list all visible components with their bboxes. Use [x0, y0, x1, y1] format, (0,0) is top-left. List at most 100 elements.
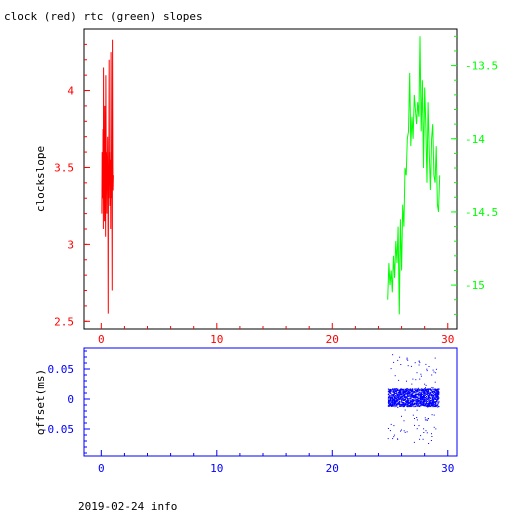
- offset-point: [424, 392, 426, 394]
- offset-point: [429, 392, 431, 394]
- offset-point: [437, 398, 439, 400]
- top-y-axis-label: clockslope: [34, 146, 47, 212]
- offset-point: [435, 401, 437, 403]
- offset-point: [418, 392, 420, 394]
- offset-point: [389, 401, 391, 403]
- offset-point: [396, 388, 398, 390]
- offset-point: [427, 419, 428, 421]
- offset-point: [392, 392, 394, 393]
- offset-point: [392, 405, 394, 407]
- offset-point: [406, 388, 408, 390]
- offset-point: [389, 390, 391, 392]
- offset-point: [430, 440, 432, 441]
- offset-point: [419, 403, 421, 405]
- offset-point: [407, 393, 409, 395]
- offset-point: [391, 406, 393, 407]
- offset-point: [434, 405, 436, 407]
- bottom-y-tick-label: 0: [67, 393, 74, 406]
- offset-point: [426, 402, 428, 404]
- offset-point: [416, 388, 418, 390]
- offset-point: [410, 395, 412, 396]
- offset-point: [436, 394, 438, 396]
- offset-point: [431, 398, 433, 400]
- top-x-axis-ticks: 0 10 20 30: [98, 323, 454, 346]
- offset-point: [431, 394, 433, 396]
- offset-point: [426, 370, 428, 372]
- offset-point: [418, 401, 420, 403]
- offset-point: [435, 403, 437, 405]
- offset-point: [416, 400, 418, 402]
- offset-point: [414, 391, 416, 393]
- offset-point: [393, 402, 395, 404]
- offset-point: [406, 431, 408, 433]
- offset-point: [422, 399, 424, 401]
- offset-point: [400, 390, 402, 392]
- offset-point: [420, 389, 422, 391]
- offset-point: [435, 395, 437, 397]
- offset-point: [431, 414, 433, 416]
- offset-point: [425, 419, 427, 421]
- offset-point: [423, 390, 425, 392]
- offset-point: [417, 399, 419, 401]
- offset-point: [427, 404, 429, 406]
- bottom-x-tick-label: 30: [441, 462, 454, 475]
- offset-point: [399, 397, 401, 399]
- offset-point: [415, 397, 417, 399]
- offset-point: [418, 425, 420, 427]
- offset-point: [419, 398, 421, 400]
- offset-point: [398, 394, 400, 396]
- offset-point: [424, 399, 425, 401]
- offset-point: [433, 399, 435, 401]
- offset-point: [389, 398, 391, 400]
- offset-point: [431, 392, 433, 394]
- offset-point: [399, 396, 401, 398]
- offset-point: [402, 388, 404, 390]
- offset-point: [396, 394, 398, 396]
- offset-point: [430, 404, 432, 405]
- offset-point: [437, 394, 439, 396]
- offset-point: [410, 401, 412, 403]
- offset-point: [399, 356, 401, 358]
- offset-point: [394, 398, 396, 400]
- offset-point: [393, 400, 394, 402]
- offset-point: [397, 389, 399, 391]
- bottom-plot-frame: [83, 347, 458, 457]
- offset-point: [404, 388, 406, 390]
- offset-point: [391, 405, 393, 407]
- offset-point: [394, 392, 395, 394]
- offset-point: [407, 406, 409, 408]
- offset-point: [433, 393, 435, 394]
- offset-point: [413, 402, 415, 404]
- offset-point: [391, 397, 393, 399]
- offset-point: [428, 389, 429, 391]
- offset-point: [423, 432, 425, 433]
- offset-point: [390, 402, 392, 404]
- offset-point: [403, 394, 405, 396]
- offset-point: [433, 396, 435, 398]
- offset-point: [406, 380, 407, 382]
- top-left-axis-ticks: 2.5 3 3.5 4: [54, 43, 90, 328]
- offset-point: [427, 398, 429, 400]
- offset-point: [400, 403, 402, 405]
- offset-point: [425, 397, 426, 398]
- offset-point: [431, 401, 433, 403]
- offset-point: [424, 401, 426, 403]
- offset-point: [410, 390, 412, 391]
- offset-point: [389, 395, 391, 397]
- offset-point: [415, 390, 417, 392]
- offset-point: [414, 404, 416, 406]
- offset-point: [400, 405, 402, 407]
- offset-point: [405, 403, 407, 405]
- offset-point: [390, 397, 392, 399]
- offset-point: [429, 405, 431, 407]
- offset-point: [413, 403, 415, 405]
- offset-point: [389, 392, 391, 394]
- offset-point: [398, 395, 400, 397]
- top-x-tick-label: 30: [441, 333, 454, 346]
- offset-point: [417, 404, 419, 406]
- offset-point: [417, 403, 419, 405]
- offset-point: [403, 389, 405, 391]
- offset-point: [436, 392, 438, 394]
- offset-point: [392, 388, 393, 390]
- offset-point: [409, 390, 411, 392]
